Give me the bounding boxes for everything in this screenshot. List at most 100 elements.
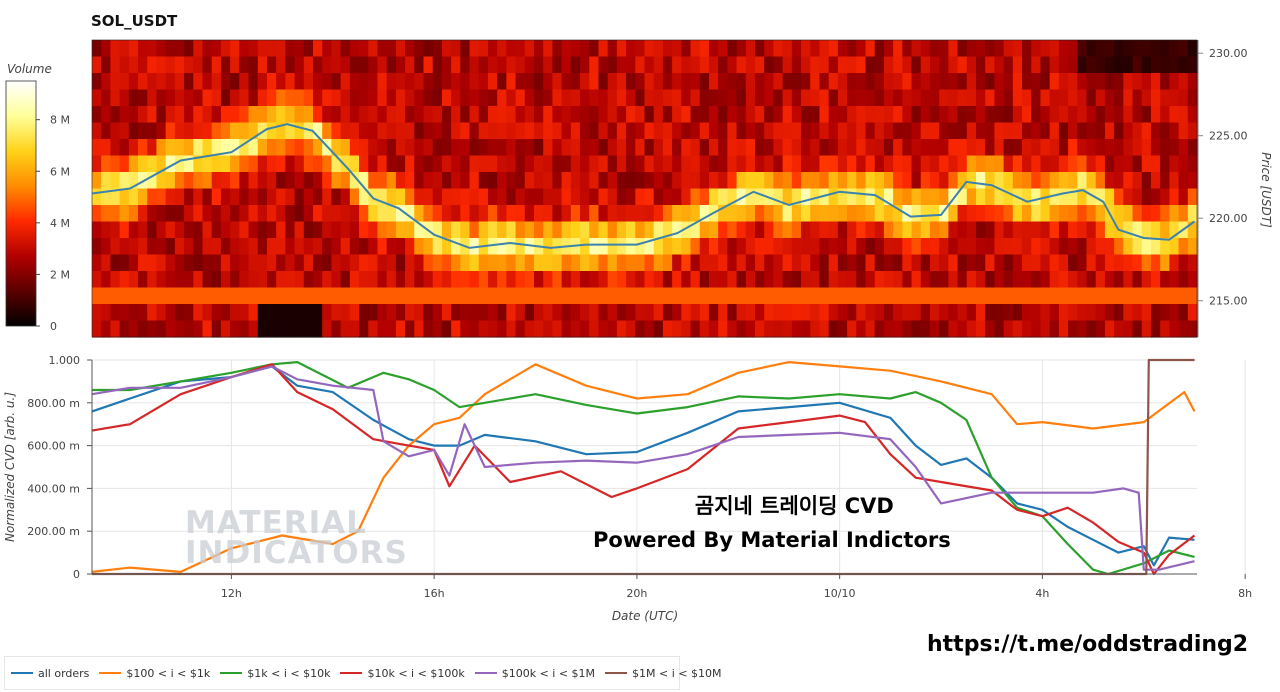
heatmap-cell (1068, 139, 1078, 157)
heatmap-cell (1104, 271, 1115, 289)
heatmap-cell (368, 56, 379, 74)
heatmap-cell (294, 172, 305, 190)
heatmap-cell (1123, 122, 1134, 140)
heatmap-cell (755, 271, 765, 289)
legend-swatch (340, 672, 363, 674)
heatmap-cell (672, 122, 682, 140)
heatmap-cell (718, 139, 728, 157)
heatmap-cell (727, 221, 738, 239)
heatmap-cell (893, 40, 903, 58)
heatmap-cell (405, 73, 415, 91)
heatmap-cell (469, 188, 480, 206)
heatmap-cell (1068, 56, 1078, 74)
heatmap-cell (266, 155, 277, 173)
heatmap-cell (690, 106, 701, 124)
heatmap-cell (598, 155, 609, 173)
legend-item[interactable]: $1M < i < $10M (605, 667, 721, 680)
heatmap-cell (128, 172, 139, 190)
heatmap-cell (441, 188, 452, 206)
heatmap-cell (294, 73, 305, 91)
heatmap-cell (662, 139, 673, 157)
heatmap-cell (920, 122, 931, 140)
heatmap-cell (856, 155, 867, 173)
heatmap-cell (607, 139, 618, 157)
heatmap-cell (561, 40, 572, 58)
heatmap-cell (230, 73, 240, 91)
heatmap-cell (755, 221, 765, 239)
heatmap-cell (368, 205, 379, 223)
heatmap-cell (1086, 73, 1097, 91)
heatmap-cell (718, 56, 728, 74)
heatmap-cell (1086, 254, 1097, 272)
heatmap-cell (764, 221, 775, 239)
legend-item[interactable]: $100 < i < $1k (99, 667, 210, 680)
telegram-link[interactable]: https://t.me/oddstrading2 (927, 632, 1249, 657)
heatmap-cell (1187, 320, 1198, 338)
heatmap-cell (1040, 106, 1051, 124)
heatmap-cell (874, 221, 885, 239)
heatmap-cell (626, 73, 636, 91)
heatmap-cell (202, 89, 213, 107)
heatmap-cell (607, 188, 618, 206)
heatmap-cell (184, 320, 194, 338)
heatmap-cell (607, 221, 618, 239)
heatmap-cell (128, 106, 139, 124)
heatmap-cell (119, 287, 130, 305)
heatmap-cell (939, 106, 949, 124)
heatmap-cell (174, 287, 185, 305)
heatmap-cell (423, 122, 434, 140)
heatmap-cell (230, 254, 240, 272)
heatmap-cell (101, 122, 112, 140)
heatmap-cell (1178, 56, 1189, 74)
heatmap-cell (211, 73, 222, 91)
heatmap-cell (101, 155, 112, 173)
heatmap-cell (92, 221, 102, 239)
heatmap-cell (883, 238, 894, 256)
heatmap-cell (1031, 73, 1042, 91)
heatmap-cell (727, 304, 738, 322)
heatmap-cell (745, 238, 756, 256)
heatmap-cell (791, 287, 802, 305)
price-line-layer (91, 123, 1196, 249)
heatmap-cell (441, 122, 452, 140)
cvd-series-line (91, 365, 1195, 571)
heatmap-cell (460, 73, 471, 91)
heatmap-cell (1160, 254, 1170, 272)
heatmap-cell (285, 304, 296, 322)
heatmap-cell (331, 155, 342, 173)
heatmap-cell (313, 139, 323, 157)
heatmap-cell (174, 40, 185, 58)
heatmap-cell (1031, 155, 1042, 173)
legend-item[interactable]: $100k < i < $1M (474, 667, 595, 680)
heatmap-cell (552, 271, 563, 289)
legend-item[interactable]: $1k < i < $10k (220, 667, 330, 680)
heatmap-cell (1003, 172, 1014, 190)
heatmap-cell (976, 320, 986, 338)
heatmap-cell (883, 287, 894, 305)
heatmap-cell (451, 271, 461, 289)
heatmap-cell (1150, 304, 1161, 322)
heatmap-cell (1077, 238, 1088, 256)
heatmap-cell (478, 205, 489, 223)
heatmap-cell (1022, 188, 1032, 206)
heatmap-cell (147, 221, 158, 239)
heatmap-cell (773, 221, 784, 239)
heatmap-cell (699, 271, 710, 289)
heatmap-cell (552, 89, 563, 107)
heatmap-cell (515, 304, 526, 322)
heatmap-cell (423, 172, 434, 190)
heatmap-cell (589, 221, 600, 239)
heatmap-cell (635, 238, 646, 256)
legend-item[interactable]: all orders (11, 667, 89, 680)
heatmap-cell (1049, 106, 1060, 124)
heatmap-cell (1049, 56, 1060, 74)
heatmap-cell (313, 205, 323, 223)
legend-item[interactable]: $10k < i < $100k (340, 667, 465, 680)
heatmap-cell (708, 155, 719, 173)
heatmap-cell (368, 238, 379, 256)
heatmap-cell (580, 188, 590, 206)
heatmap-cell (828, 287, 839, 305)
heatmap-cell (782, 155, 793, 173)
